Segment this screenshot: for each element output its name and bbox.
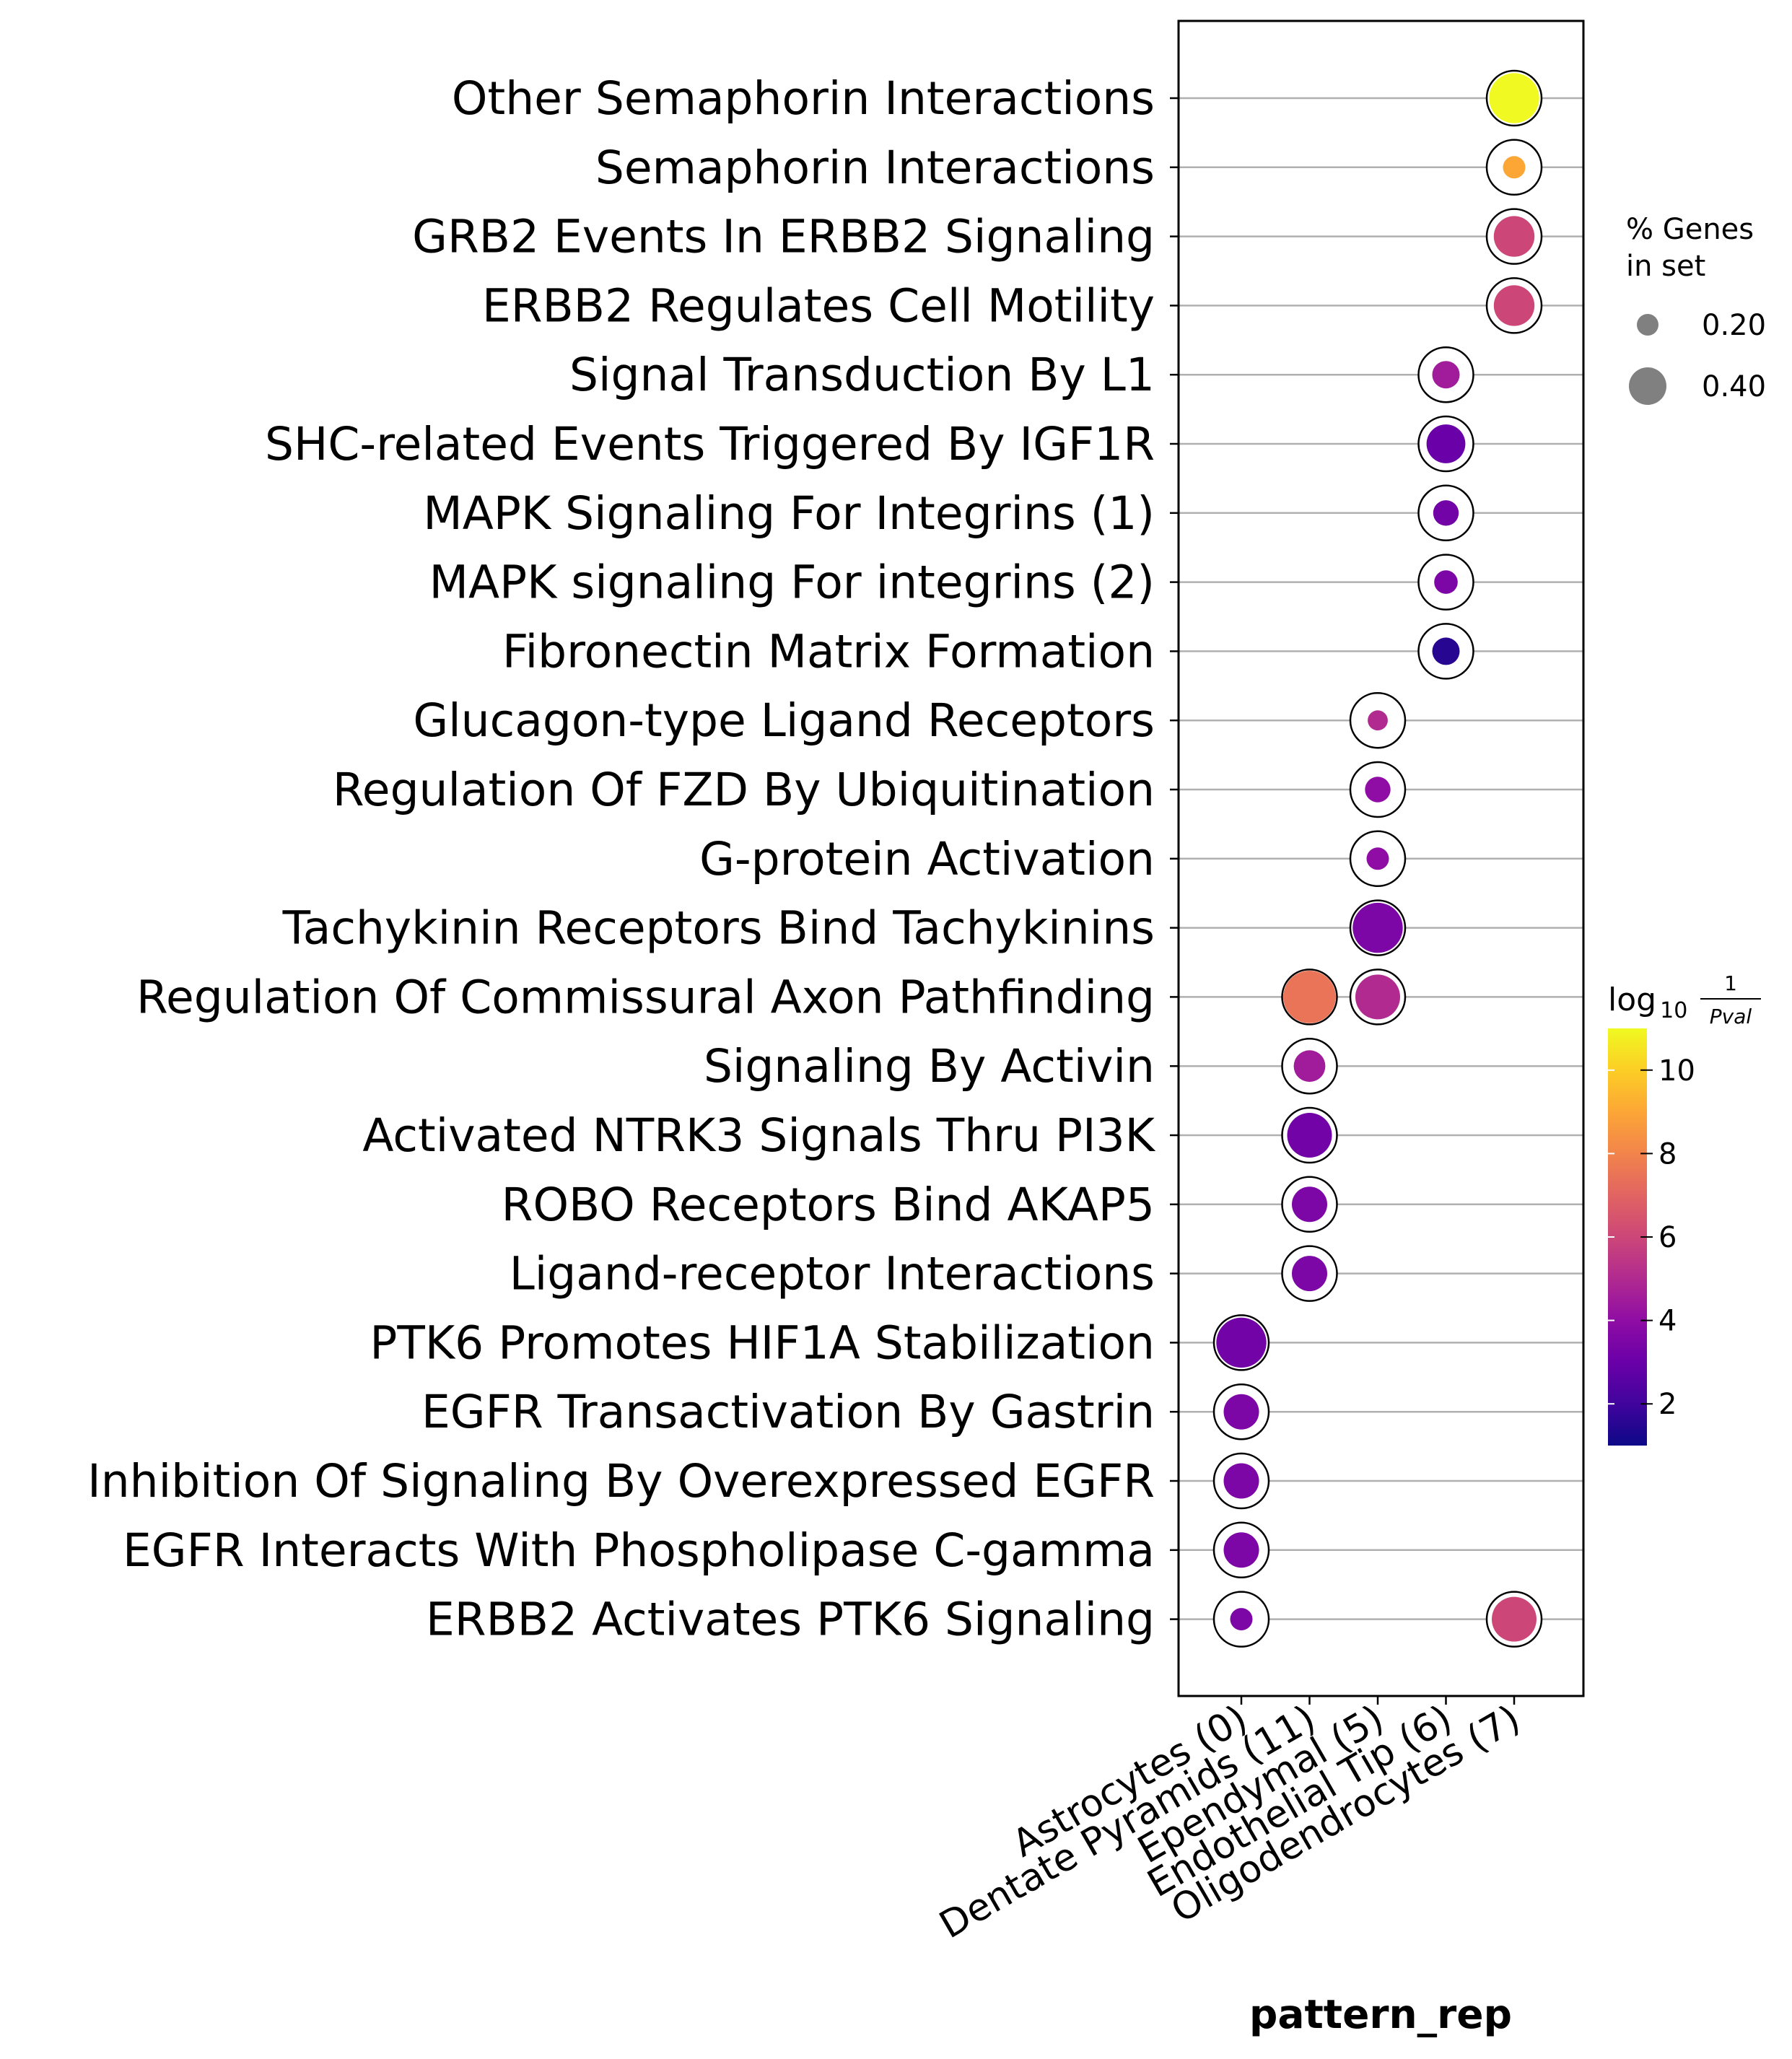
colorbar-title-numerator: 1: [1724, 971, 1737, 995]
pathway-label: ROBO Receptors Bind AKAP5: [502, 1179, 1155, 1231]
pathway-label: Ligand-receptor Interactions: [510, 1248, 1155, 1300]
dot-point: [1230, 1608, 1253, 1631]
pathway-label: ERBB2 Activates PTK6 Signaling: [426, 1594, 1155, 1646]
pathway-label: Regulation Of Commissural Axon Pathfindi…: [136, 971, 1155, 1023]
pathway-label: Activated NTRK3 Signals Thru PI3K: [362, 1109, 1155, 1162]
dot-point: [1365, 777, 1391, 803]
size-legend: % Genes in set 0.20 0.40: [1626, 213, 1766, 405]
pathway-label: EGFR Interacts With Phospholipase C-gamm…: [123, 1524, 1155, 1577]
dot-point: [1503, 156, 1526, 179]
dot-point: [1216, 1317, 1267, 1368]
plot-frame: [1177, 19, 1585, 1697]
dot-point: [1366, 847, 1389, 870]
dot-point: [1292, 1186, 1327, 1223]
data-points: [1212, 69, 1543, 1648]
colorbar-tick-label: 2: [1658, 1388, 1677, 1421]
colorbar-title-log: log: [1608, 982, 1656, 1018]
pathway-label: MAPK Signaling For Integrins (1): [423, 487, 1155, 540]
colorbar-tick-label: 4: [1658, 1305, 1677, 1338]
pathway-label: PTK6 Promotes HIF1A Stabilization: [370, 1316, 1155, 1369]
colorbar-tick-label: 8: [1658, 1137, 1677, 1171]
pathway-label: Fibronectin Matrix Formation: [502, 625, 1155, 678]
size-legend-label-small: 0.20: [1702, 309, 1766, 342]
colorbar-ticks: 2 4 6 8 10: [1608, 1054, 1695, 1421]
colorbar-title-denominator: Pval: [1710, 1005, 1752, 1028]
dot-point: [1352, 902, 1403, 953]
pathway-label: Signal Transduction By L1: [569, 349, 1155, 401]
dot-point: [1493, 216, 1535, 257]
dot-point: [1223, 1532, 1259, 1568]
dot-point: [1355, 974, 1400, 1020]
pathway-label: Semaphorin Interactions: [595, 141, 1155, 194]
pathway-label: G-protein Activation: [699, 833, 1155, 886]
pathway-label: Tachykinin Receptors Bind Tachykinins: [282, 902, 1155, 955]
x-axis-ticks: [1240, 1696, 1516, 1705]
dot-point: [1223, 1463, 1259, 1499]
dot-point: [1434, 570, 1458, 594]
dot-point: [1489, 73, 1539, 123]
colorbar-tick-label: 6: [1658, 1221, 1677, 1254]
pathway-label: Other Semaphorin Interactions: [452, 72, 1155, 125]
dot-point: [1432, 637, 1460, 665]
pathway-label: EGFR Transactivation By Gastrin: [421, 1386, 1155, 1438]
dot-point: [1432, 361, 1460, 389]
colorbar-tick-label: 10: [1658, 1054, 1695, 1088]
dot-point: [1433, 500, 1459, 526]
dot-point: [1223, 1394, 1259, 1430]
colorbar-title-sub: 10: [1660, 998, 1687, 1023]
size-legend-marker-small: [1637, 314, 1658, 336]
pathway-label: Signaling By Activin: [704, 1040, 1155, 1093]
x-axis-labels: Astrocytes (0)Dentate Pyramids (11)Epend…: [932, 1697, 1527, 1947]
dot-point: [1283, 971, 1336, 1023]
pathway-label: ERBB2 Regulates Cell Motility: [482, 279, 1155, 332]
pathway-label: Inhibition Of Signaling By Overexpressed…: [87, 1455, 1155, 1508]
size-legend-title-line2: in set: [1626, 250, 1705, 283]
colorbar-title: log 10: [1608, 982, 1687, 1023]
pathway-label: GRB2 Events In ERBB2 Signaling: [412, 211, 1155, 263]
size-legend-label-large: 0.40: [1702, 370, 1766, 403]
size-legend-marker-large: [1629, 367, 1666, 405]
dot-point: [1293, 1050, 1326, 1083]
y-axis-ticks: [1170, 97, 1179, 1620]
size-legend-title-line1: % Genes: [1626, 213, 1754, 246]
pathway-label: SHC-related Events Triggered By IGF1R: [265, 418, 1155, 471]
y-axis-labels: Other Semaphorin Interactions Semaphorin …: [87, 72, 1156, 1646]
pathway-label: Glucagon-type Ligand Receptors: [413, 694, 1155, 747]
pathway-label: MAPK signaling For integrins (2): [429, 556, 1155, 609]
colorbar: log 10 1 Pval 2 4 6 8 10: [1608, 971, 1761, 1446]
dot-point: [1493, 285, 1535, 326]
dot-point: [1368, 710, 1388, 731]
pathway-label: Regulation Of FZD By Ubiquitination: [333, 764, 1155, 816]
dot-point: [1292, 1256, 1327, 1292]
dot-point: [1426, 424, 1466, 463]
dot-point: [1287, 1113, 1332, 1158]
x-axis-title: pattern_rep: [1249, 1991, 1512, 2037]
dot-point: [1492, 1596, 1537, 1642]
